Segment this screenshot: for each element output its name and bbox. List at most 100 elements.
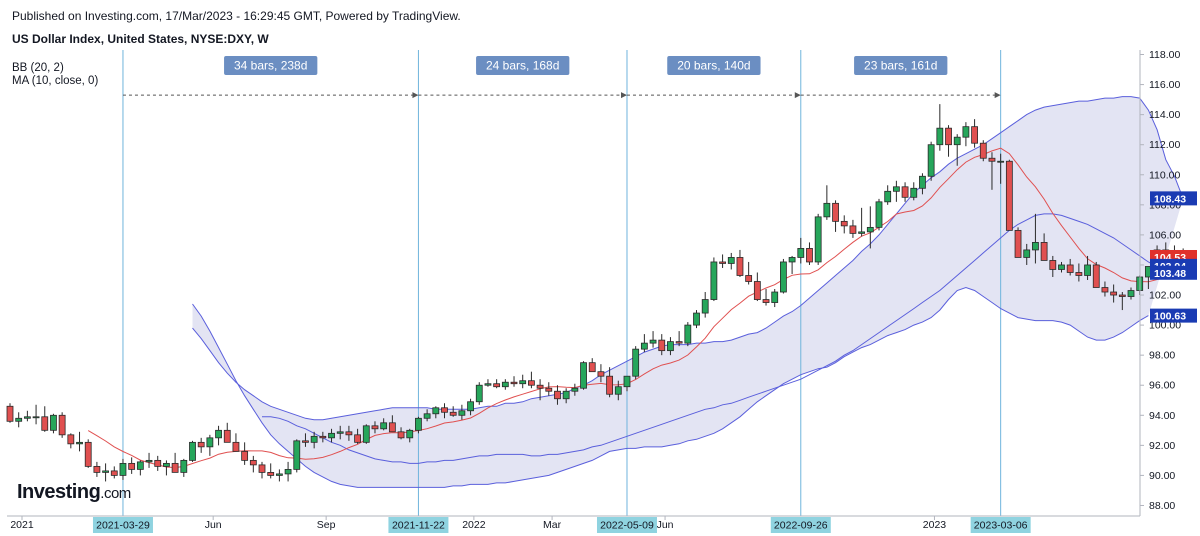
candle xyxy=(493,379,501,389)
candle-body xyxy=(997,160,1005,163)
candle xyxy=(640,334,648,353)
candle-body xyxy=(719,261,726,264)
candle-body xyxy=(623,375,631,388)
candle-body xyxy=(640,342,648,350)
candle xyxy=(197,437,205,453)
date-badge: 2023-03-06 xyxy=(974,520,1028,532)
candle xyxy=(458,404,466,420)
candle xyxy=(858,207,866,237)
y-tick-label: 112.00 xyxy=(1149,139,1180,151)
candle xyxy=(806,242,813,265)
candle-body xyxy=(197,441,205,448)
candle-body xyxy=(163,462,170,467)
x-tick-label: 2022 xyxy=(462,519,486,531)
candle xyxy=(536,379,544,401)
candle xyxy=(554,385,561,405)
candle xyxy=(1023,243,1031,265)
candle-body xyxy=(571,387,579,392)
date-badge-bg xyxy=(970,517,1031,533)
candle xyxy=(406,428,414,443)
candle xyxy=(328,428,335,443)
measure-label-4: 23 bars, 161d xyxy=(864,59,937,73)
candle-body xyxy=(1118,294,1126,297)
candle xyxy=(884,185,892,205)
measurements-group: 34 bars, 238d 24 bars, 168d 20 bars, 140d 2… xyxy=(122,56,1001,99)
y-tick-label: 110.00 xyxy=(1149,169,1180,181)
candle-body xyxy=(84,441,92,467)
candle xyxy=(119,458,127,480)
candle xyxy=(67,433,75,449)
measure-arrowhead-1 xyxy=(412,92,419,99)
candle xyxy=(145,452,153,468)
candle xyxy=(76,431,83,452)
candle xyxy=(206,434,214,456)
candle-body xyxy=(528,380,535,386)
x-tick-label: Mar xyxy=(543,519,562,531)
candle-body xyxy=(432,407,440,415)
candle xyxy=(32,404,40,425)
candle-body xyxy=(858,231,866,234)
candle-body xyxy=(484,383,492,386)
candle-body xyxy=(275,473,283,476)
candle-body xyxy=(927,144,935,177)
candle xyxy=(684,322,692,347)
candle xyxy=(249,455,257,473)
candle xyxy=(936,104,944,151)
candle-body xyxy=(441,407,448,413)
candle-body xyxy=(380,422,388,430)
x-tick-label: Sep xyxy=(317,519,336,531)
candle xyxy=(814,213,822,265)
candle xyxy=(23,410,31,422)
candle xyxy=(780,258,787,294)
candle xyxy=(753,272,761,302)
candle-body xyxy=(1101,287,1109,293)
bollinger-band-area xyxy=(192,96,1184,488)
candle-body xyxy=(232,441,240,452)
candle-body xyxy=(1110,291,1118,296)
candle-body xyxy=(614,386,622,395)
candle-body xyxy=(901,186,909,198)
candle-body xyxy=(328,432,335,439)
candle xyxy=(892,180,900,202)
y-tick-label: 94.00 xyxy=(1149,410,1175,422)
candle-body xyxy=(588,362,596,373)
candle xyxy=(849,219,857,238)
candle xyxy=(371,421,379,434)
candle-body xyxy=(362,425,370,443)
candle-body xyxy=(736,257,744,276)
candle xyxy=(275,469,283,482)
candle-body xyxy=(41,416,49,431)
candle xyxy=(667,337,674,356)
x-tick-label: 2021 xyxy=(10,519,34,531)
logo-name: Investing xyxy=(17,481,101,503)
candle xyxy=(875,198,883,231)
candle-body xyxy=(936,127,944,146)
y-tick-label: 102.00 xyxy=(1149,290,1181,302)
candle-body xyxy=(415,417,422,431)
candle-body xyxy=(701,299,709,314)
candle xyxy=(50,413,57,434)
indicator-bollinger-label[interactable]: BB (20, 2) xyxy=(12,62,64,74)
candle xyxy=(189,440,196,462)
candle-body xyxy=(597,371,605,377)
candle xyxy=(701,292,709,318)
candle-body xyxy=(371,425,379,430)
x-tick-label: 2023 xyxy=(923,519,947,531)
candle xyxy=(1075,263,1083,282)
candle xyxy=(415,416,422,434)
candle xyxy=(432,406,440,419)
candle xyxy=(1110,284,1118,303)
candle-body xyxy=(1049,260,1057,270)
candle xyxy=(606,367,614,398)
candle-body xyxy=(293,440,301,470)
candle-body xyxy=(832,202,839,222)
candle xyxy=(623,375,631,392)
candle xyxy=(336,425,344,440)
candle xyxy=(128,457,136,474)
indicator-ma-label[interactable]: MA (10, close, 0) xyxy=(12,75,99,87)
candle xyxy=(1032,213,1039,264)
candle xyxy=(1092,261,1100,288)
candle xyxy=(832,200,839,232)
candle-body xyxy=(884,190,892,203)
